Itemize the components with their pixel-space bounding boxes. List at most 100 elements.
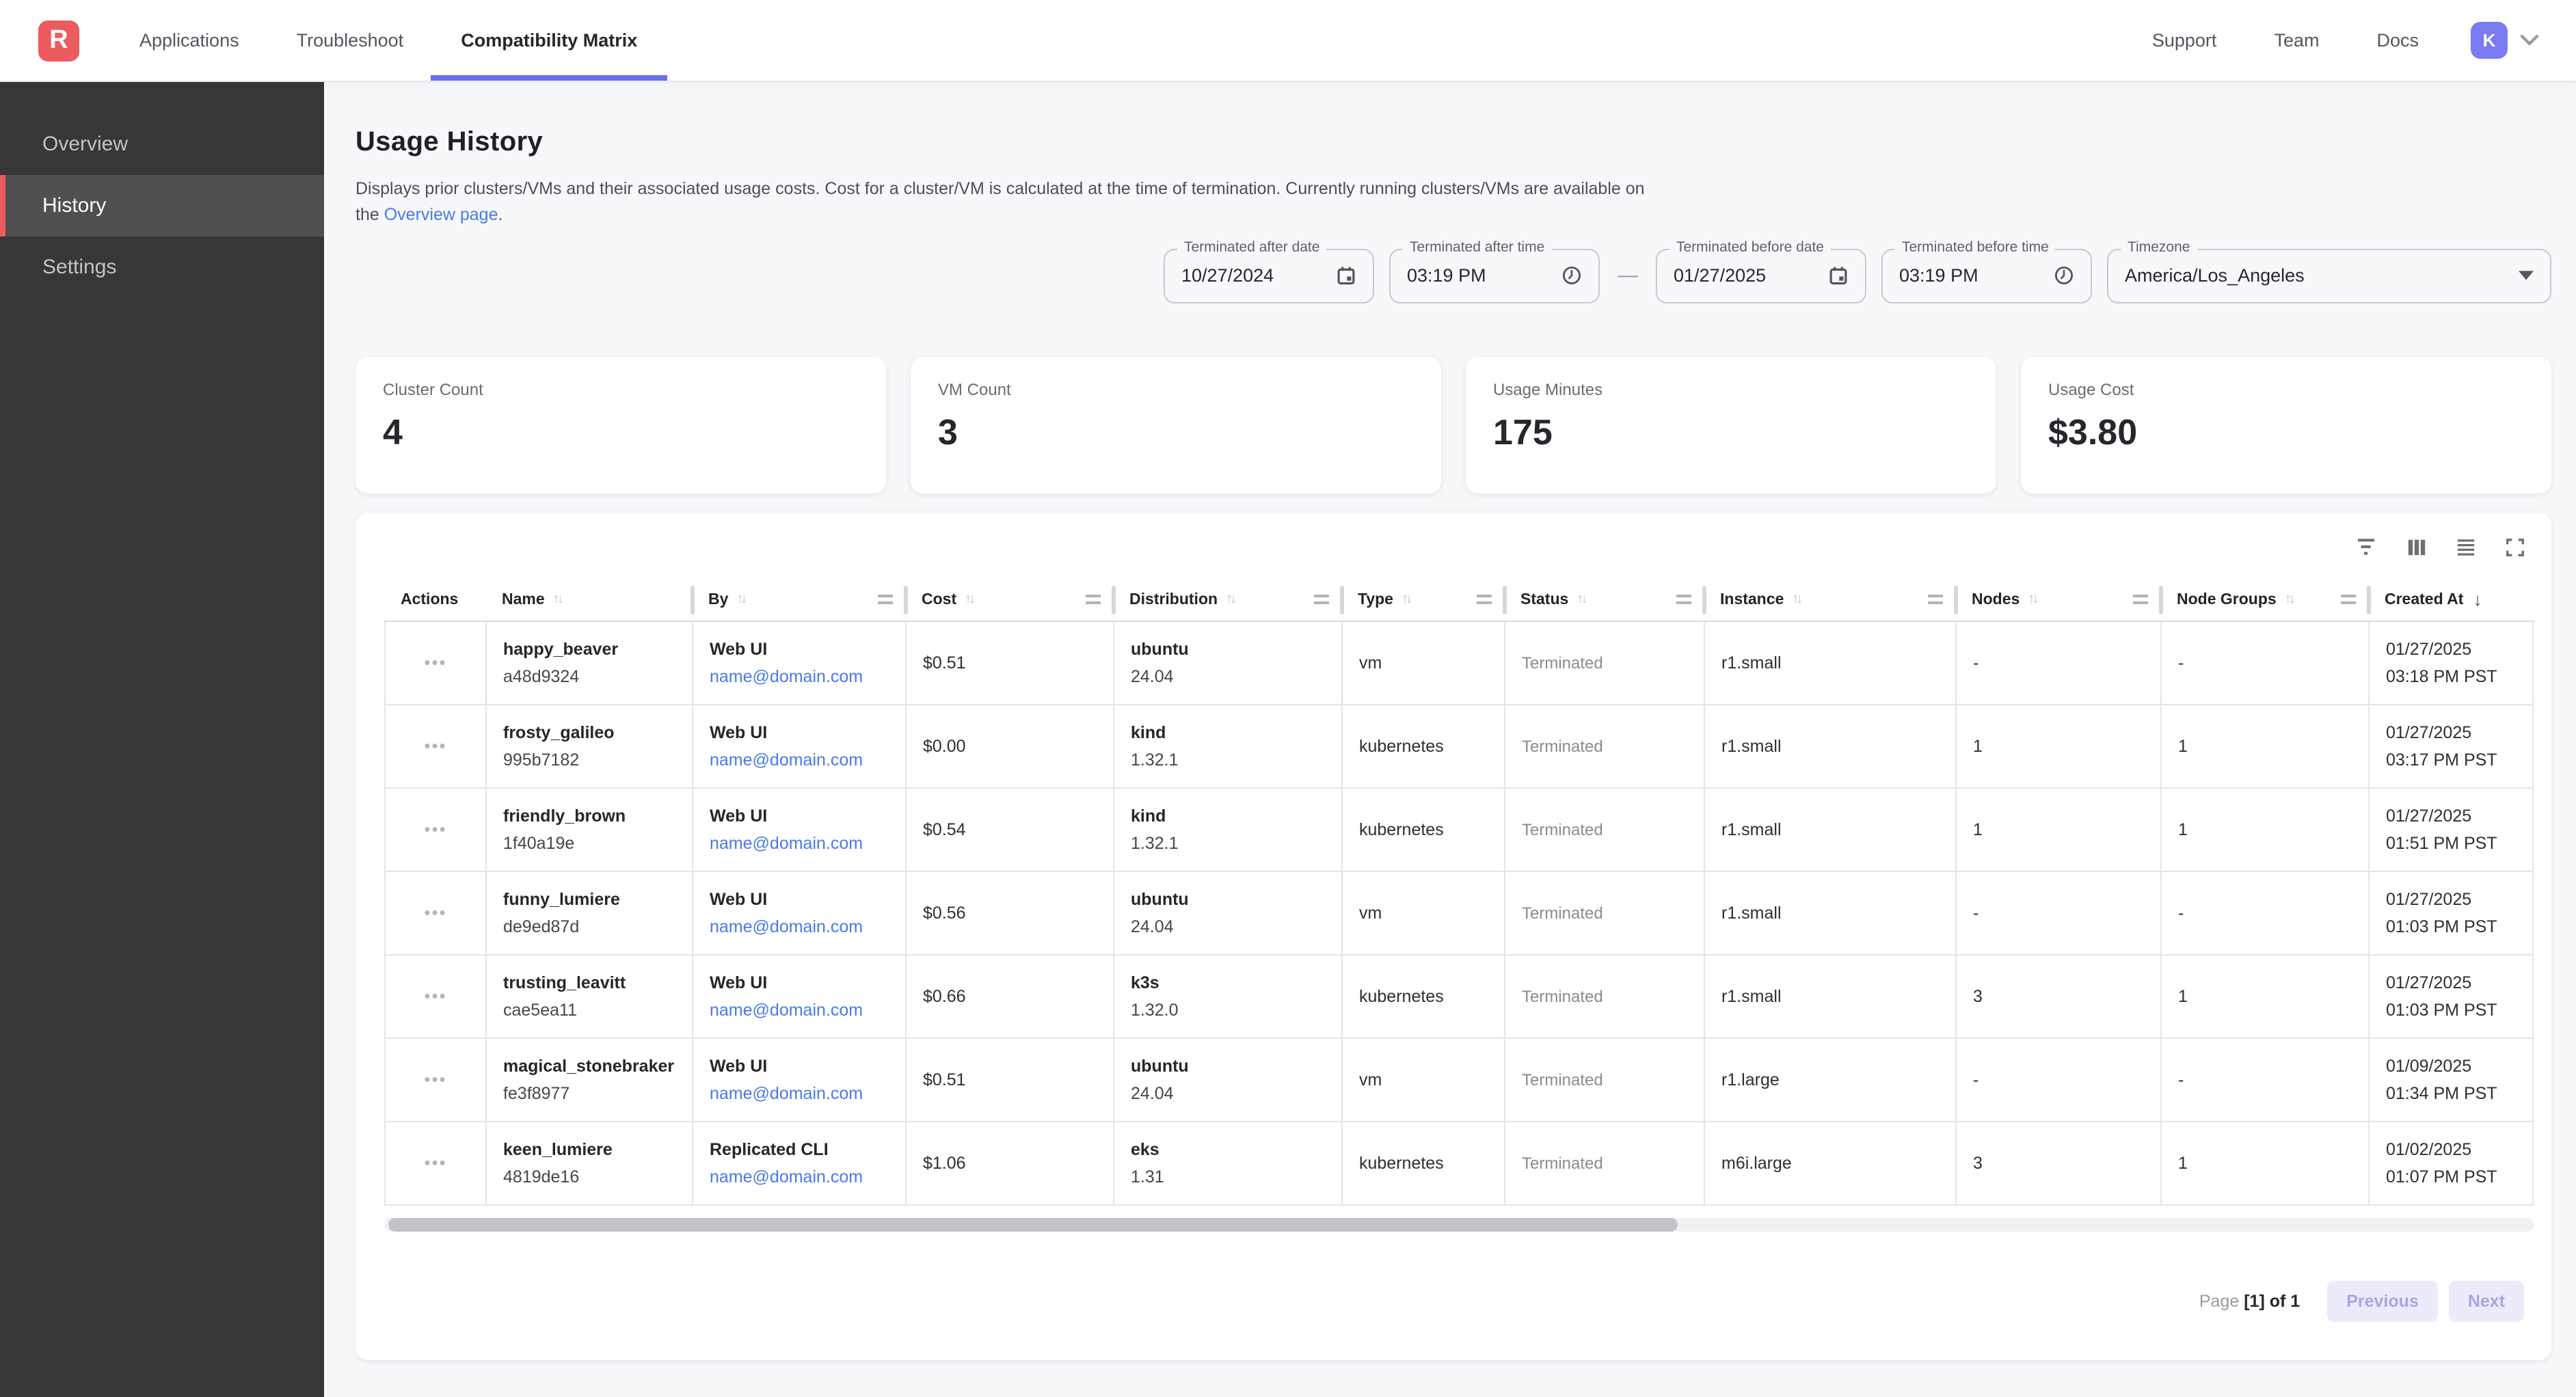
distribution-version: 24.04	[1131, 917, 1325, 936]
clock-icon[interactable]	[2054, 266, 2074, 286]
actions-cell: •••	[386, 1039, 487, 1121]
page-indicator: Page [1] of 1	[2199, 1292, 2300, 1311]
tab-compatibility-matrix[interactable]: Compatibility Matrix	[461, 0, 637, 81]
filter-terminated-before-time[interactable]: Terminated before time03:19 PM	[1881, 249, 2092, 303]
column-menu-icon[interactable]	[2133, 595, 2148, 605]
filter-terminated-after-time[interactable]: Terminated after time03:19 PM	[1389, 249, 1600, 303]
replicated-logo[interactable]: R	[38, 20, 79, 61]
node-groups-value: -	[2178, 904, 2352, 923]
nodes-cell: 3	[1957, 1122, 2162, 1204]
created-date: 01/27/2025	[2386, 723, 2516, 742]
sidebar-item-settings[interactable]: Settings	[0, 236, 324, 298]
filter-terminated-before-date[interactable]: Terminated before date01/27/2025	[1656, 249, 1866, 303]
name-cell: happy_beavera48d9324	[487, 622, 693, 704]
column-menu-icon[interactable]	[1928, 595, 1943, 605]
row-actions-menu[interactable]: •••	[424, 1153, 446, 1174]
horizontal-scrollbar[interactable]	[384, 1218, 2534, 1232]
sort-desc-icon: ↓	[2473, 590, 2482, 610]
filter-icon[interactable]	[2356, 538, 2378, 557]
clock-icon[interactable]	[1561, 266, 1582, 286]
column-menu-icon[interactable]	[878, 595, 893, 605]
node-groups-cell: -	[2162, 872, 2370, 954]
column-header-instance[interactable]: Instance↑↓	[1704, 580, 1955, 621]
sidebar-item-history[interactable]: History	[0, 175, 324, 236]
column-menu-icon[interactable]	[2341, 595, 2356, 605]
column-header-name[interactable]: Name↑↓	[485, 580, 692, 621]
overview-page-link[interactable]: Overview page	[384, 206, 498, 225]
distribution-version: 1.31	[1131, 1167, 1325, 1186]
previous-button[interactable]: Previous	[2327, 1281, 2438, 1322]
cost-value: $0.51	[923, 1070, 1097, 1089]
stat-value: 175	[1493, 411, 1969, 454]
filter-label: Terminated after date	[1177, 239, 1326, 256]
created-time: 03:17 PM PST	[2386, 750, 2516, 770]
cluster-name: friendly_brown	[503, 806, 675, 826]
user-email-link[interactable]: name@domain.com	[710, 1001, 889, 1020]
nav-link-team[interactable]: Team	[2274, 30, 2319, 51]
name-cell: keen_lumiere4819de16	[487, 1122, 693, 1204]
calendar-icon[interactable]	[1336, 266, 1356, 286]
column-header-node-groups[interactable]: Node Groups↑↓	[2160, 580, 2368, 621]
density-icon[interactable]	[2456, 537, 2476, 558]
nodes-value: -	[1973, 653, 2144, 673]
column-menu-icon[interactable]	[1676, 595, 1691, 605]
user-email-link[interactable]: name@domain.com	[710, 917, 889, 936]
sidebar-item-overview[interactable]: Overview	[0, 113, 324, 175]
nav-link-support[interactable]: Support	[2152, 30, 2217, 51]
nav-link-docs[interactable]: Docs	[2376, 30, 2419, 51]
sort-icon: ↑↓	[2285, 593, 2293, 608]
column-header-nodes[interactable]: Nodes↑↓	[1955, 580, 2160, 621]
row-actions-menu[interactable]: •••	[424, 1070, 446, 1090]
cluster-id: 4819de16	[503, 1167, 675, 1186]
node-groups-cell: 1	[2162, 1122, 2370, 1204]
cluster-id: cae5ea11	[503, 1001, 675, 1020]
stat-value: 4	[383, 411, 859, 454]
fullscreen-icon[interactable]	[2505, 537, 2525, 558]
table-row: •••trusting_leavittcae5ea11Web UIname@do…	[384, 955, 2534, 1039]
distribution-name: k3s	[1131, 973, 1325, 992]
row-actions-menu[interactable]: •••	[424, 986, 446, 1007]
tab-troubleshoot[interactable]: Troubleshoot	[297, 0, 404, 81]
actions-cell: •••	[386, 789, 487, 871]
user-avatar[interactable]: K	[2471, 22, 2508, 59]
tab-applications[interactable]: Applications	[139, 0, 239, 81]
filter-timezone[interactable]: TimezoneAmerica/Los_Angeles	[2107, 249, 2551, 303]
table-row: •••frosty_galileo995b7182Web UIname@doma…	[384, 705, 2534, 789]
nodes-value: -	[1973, 904, 2144, 923]
next-button[interactable]: Next	[2449, 1281, 2524, 1322]
row-actions-menu[interactable]: •••	[424, 903, 446, 923]
filter-value: 03:19 PM	[1407, 266, 1486, 286]
column-menu-icon[interactable]	[1314, 595, 1329, 605]
scrollbar-thumb[interactable]	[388, 1218, 1678, 1232]
chevron-down-icon[interactable]	[2520, 34, 2539, 46]
columns-icon[interactable]	[2406, 537, 2427, 558]
column-header-created-at[interactable]: Created At↓	[2368, 580, 2532, 621]
column-header-status[interactable]: Status↑↓	[1504, 580, 1704, 621]
table-toolbar	[355, 513, 2551, 563]
column-menu-icon[interactable]	[1477, 595, 1492, 605]
row-actions-menu[interactable]: •••	[424, 653, 446, 673]
content-row: OverviewHistorySettings Usage History Di…	[0, 81, 2576, 1397]
column-header-actions: Actions	[384, 580, 485, 621]
instance-value: r1.small	[1721, 737, 1939, 756]
column-header-type[interactable]: Type↑↓	[1341, 580, 1504, 621]
cluster-id: 995b7182	[503, 750, 675, 770]
user-email-link[interactable]: name@domain.com	[710, 667, 889, 686]
column-header-by[interactable]: By↑↓	[692, 580, 905, 621]
created-by: Web UI	[710, 640, 889, 659]
by-cell: Web UIname@domain.com	[693, 955, 907, 1037]
filter-terminated-after-date[interactable]: Terminated after date10/27/2024	[1164, 249, 1374, 303]
distribution-version: 24.04	[1131, 1084, 1325, 1103]
column-menu-icon[interactable]	[1086, 595, 1101, 605]
user-email-link[interactable]: name@domain.com	[710, 834, 889, 853]
row-actions-menu[interactable]: •••	[424, 736, 446, 757]
column-header-distribution[interactable]: Distribution↑↓	[1113, 580, 1341, 621]
user-email-link[interactable]: name@domain.com	[710, 1167, 889, 1186]
cost-cell: $0.54	[907, 789, 1114, 871]
row-actions-menu[interactable]: •••	[424, 819, 446, 840]
calendar-icon[interactable]	[1828, 266, 1849, 286]
column-header-cost[interactable]: Cost↑↓	[905, 580, 1113, 621]
user-email-link[interactable]: name@domain.com	[710, 750, 889, 770]
dropdown-icon[interactable]	[2519, 271, 2534, 281]
user-email-link[interactable]: name@domain.com	[710, 1084, 889, 1103]
